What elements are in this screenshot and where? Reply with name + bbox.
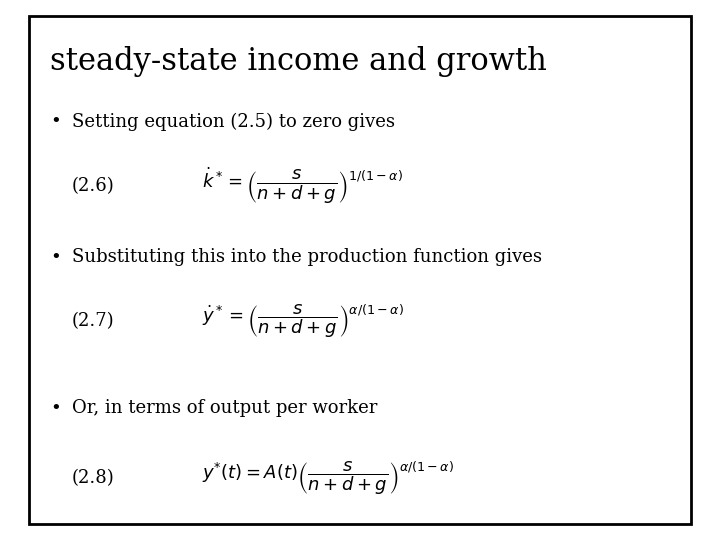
Text: (2.6): (2.6) (72, 177, 114, 195)
Text: (2.7): (2.7) (72, 312, 114, 330)
Text: (2.8): (2.8) (72, 469, 114, 487)
Text: $\dot{y}^* = \left(\dfrac{s}{n+d+g}\right)^{\alpha/(1-\alpha)}$: $\dot{y}^* = \left(\dfrac{s}{n+d+g}\righ… (202, 302, 403, 340)
Text: •: • (50, 247, 61, 266)
FancyBboxPatch shape (29, 16, 691, 524)
Text: $\dot{k}^* = \left(\dfrac{s}{n+d+g}\right)^{1/(1-\alpha)}$: $\dot{k}^* = \left(\dfrac{s}{n+d+g}\righ… (202, 166, 402, 206)
Text: Setting equation (2.5) to zero gives: Setting equation (2.5) to zero gives (72, 112, 395, 131)
Text: Or, in terms of output per worker: Or, in terms of output per worker (72, 399, 377, 417)
Text: •: • (50, 399, 61, 417)
Text: •: • (50, 112, 61, 131)
Text: $y^{*}(t) = A(t)\left(\dfrac{s}{n+d+g}\right)^{\alpha/(1-\alpha)}$: $y^{*}(t) = A(t)\left(\dfrac{s}{n+d+g}\r… (202, 459, 454, 497)
Text: steady-state income and growth: steady-state income and growth (50, 46, 547, 77)
Text: Substituting this into the production function gives: Substituting this into the production fu… (72, 247, 542, 266)
